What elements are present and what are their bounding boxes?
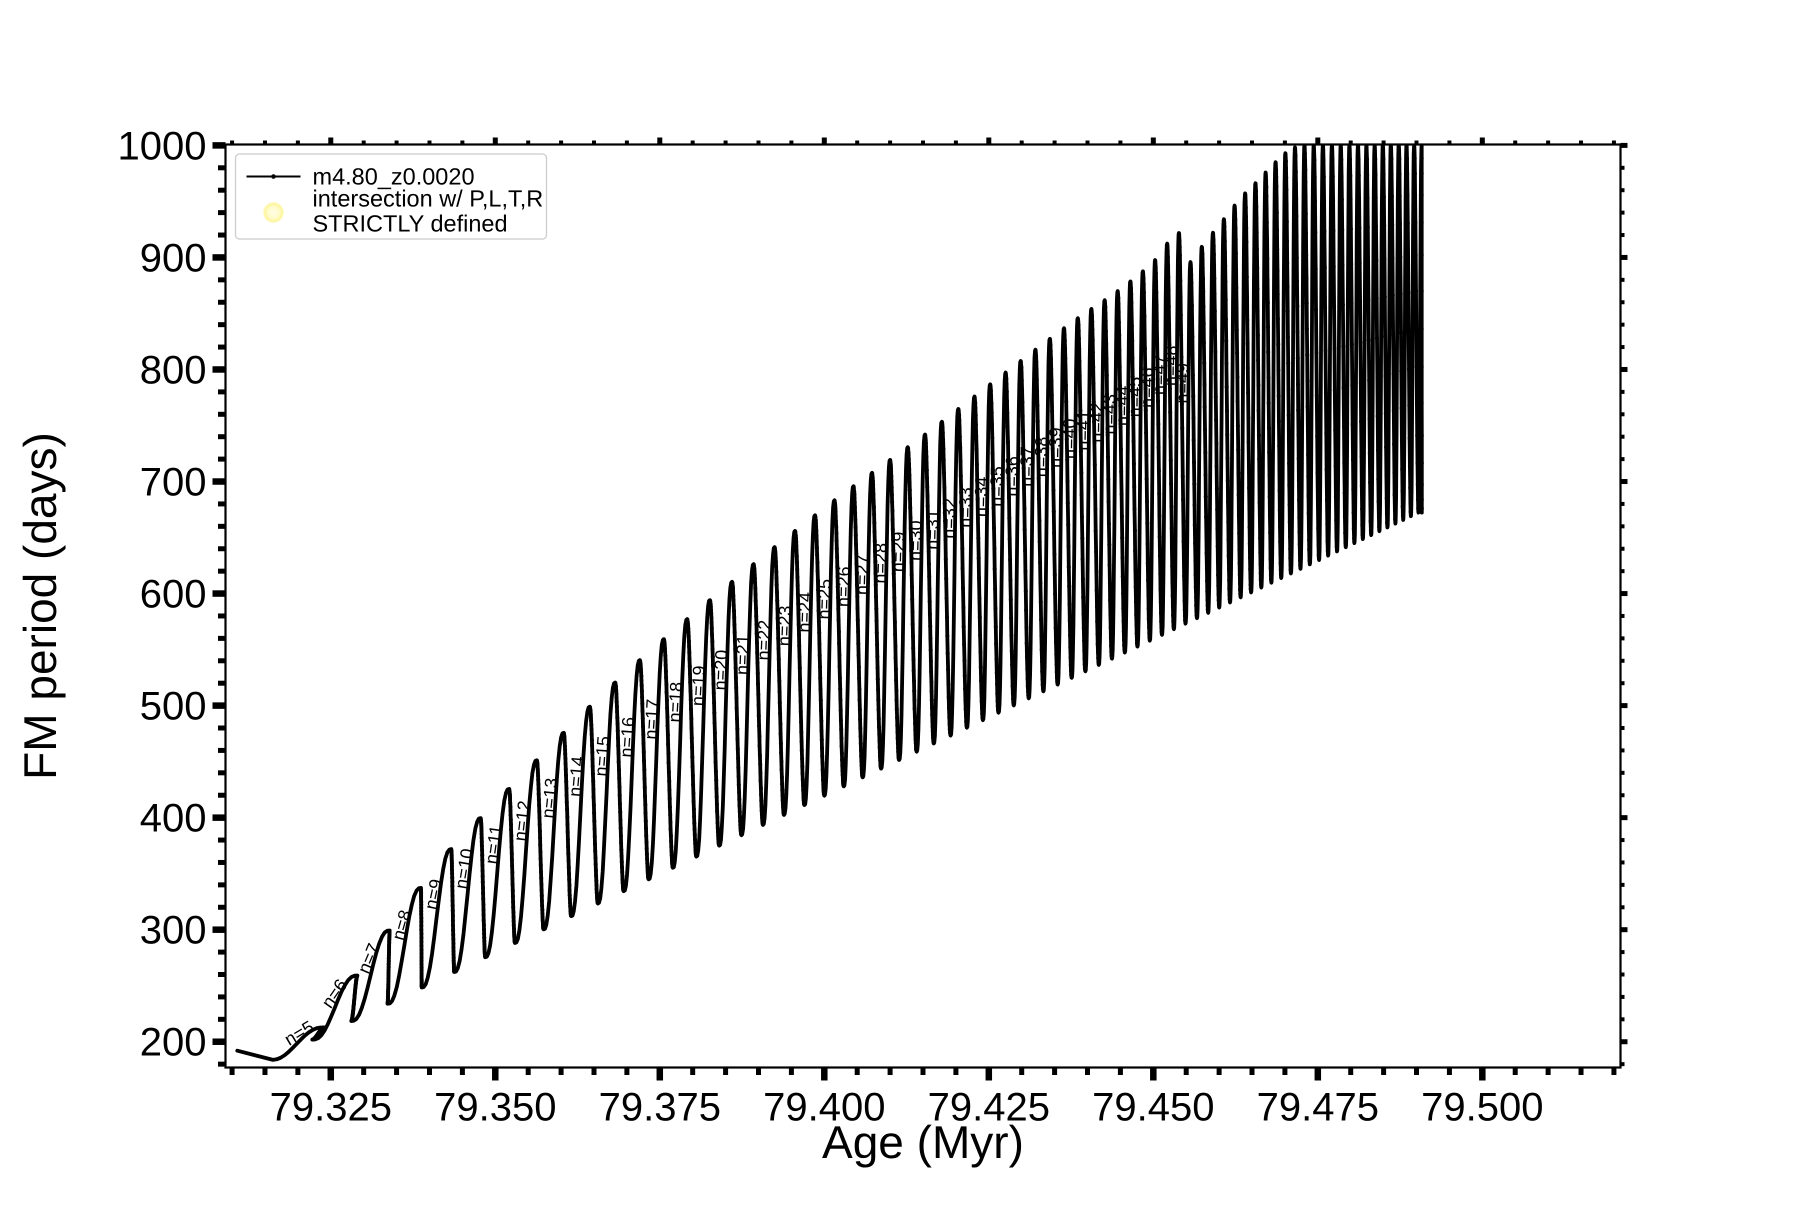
- svg-text:79.375: 79.375: [599, 1086, 721, 1130]
- svg-text:79.450: 79.450: [1092, 1086, 1214, 1130]
- svg-text:n=25: n=25: [814, 579, 835, 620]
- svg-text:n=14: n=14: [565, 755, 588, 797]
- svg-text:900: 900: [140, 236, 207, 280]
- svg-text:79.350: 79.350: [434, 1086, 556, 1130]
- svg-text:n=49: n=49: [1172, 363, 1193, 404]
- svg-text:500: 500: [140, 685, 207, 729]
- svg-text:800: 800: [140, 348, 207, 392]
- svg-text:79.475: 79.475: [1257, 1086, 1379, 1130]
- svg-text:400: 400: [140, 797, 207, 841]
- svg-text:STRICTLY defined: STRICTLY defined: [313, 211, 508, 237]
- svg-text:intersection w/ P,L,T,R: intersection w/ P,L,T,R: [313, 186, 544, 212]
- svg-text:300: 300: [140, 909, 207, 953]
- svg-text:n=20: n=20: [710, 649, 732, 690]
- svg-text:n=15: n=15: [591, 735, 614, 777]
- svg-text:n=21: n=21: [732, 634, 754, 675]
- svg-text:n=13: n=13: [538, 777, 562, 819]
- svg-text:n=22: n=22: [753, 619, 775, 660]
- svg-text:n=19: n=19: [687, 665, 709, 707]
- svg-text:n=24: n=24: [794, 592, 815, 633]
- svg-text:n=17: n=17: [641, 698, 664, 740]
- svg-text:79.325: 79.325: [270, 1086, 392, 1130]
- svg-text:700: 700: [140, 461, 207, 505]
- svg-text:Age (Myr): Age (Myr): [822, 1116, 1024, 1168]
- svg-text:n=18: n=18: [664, 681, 686, 723]
- svg-text:79.500: 79.500: [1421, 1086, 1543, 1130]
- svg-text:FM period (days): FM period (days): [14, 432, 66, 780]
- svg-text:1000: 1000: [118, 124, 207, 168]
- svg-text:n=23: n=23: [774, 605, 796, 646]
- svg-text:n=16: n=16: [616, 716, 639, 758]
- svg-text:200: 200: [140, 1021, 207, 1065]
- svg-text:600: 600: [140, 573, 207, 617]
